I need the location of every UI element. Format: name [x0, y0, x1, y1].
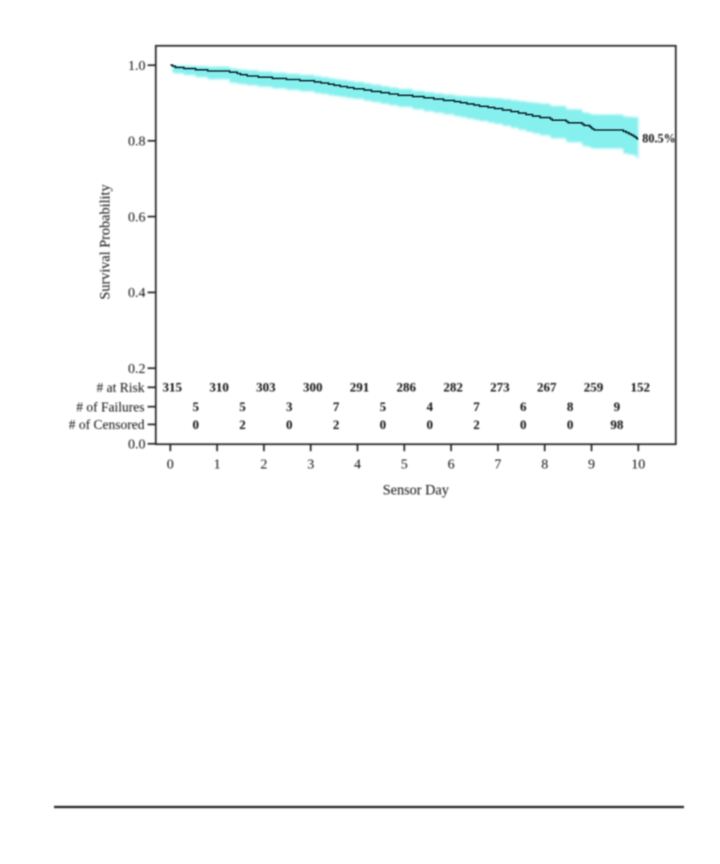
svg-text:80.5%: 80.5% [642, 132, 676, 146]
svg-text:9: 9 [588, 457, 595, 472]
svg-text:# of Failures: # of Failures [76, 399, 144, 414]
svg-text:5: 5 [401, 457, 408, 472]
svg-text:0: 0 [426, 417, 433, 432]
svg-text:0: 0 [192, 417, 199, 432]
svg-text:0: 0 [286, 417, 293, 432]
svg-text:0: 0 [520, 417, 527, 432]
svg-text:3: 3 [286, 399, 293, 414]
svg-text:273: 273 [490, 380, 510, 395]
svg-text:286: 286 [397, 380, 417, 395]
svg-text:4: 4 [354, 457, 361, 472]
svg-text:310: 310 [209, 380, 229, 395]
svg-text:# of Censored: # of Censored [69, 417, 145, 432]
svg-text:5: 5 [192, 399, 199, 414]
svg-text:0: 0 [567, 417, 574, 432]
svg-text:7: 7 [333, 399, 340, 414]
svg-text:7: 7 [494, 457, 501, 472]
svg-text:291: 291 [350, 380, 370, 395]
svg-text:0.0: 0.0 [128, 438, 146, 453]
svg-text:6: 6 [448, 457, 455, 472]
svg-text:5: 5 [239, 399, 246, 414]
svg-text:8: 8 [567, 399, 574, 414]
svg-text:300: 300 [303, 380, 323, 395]
svg-text:7: 7 [473, 399, 480, 414]
svg-text:0: 0 [380, 417, 387, 432]
svg-text:1: 1 [214, 457, 221, 472]
svg-text:1.0: 1.0 [128, 59, 146, 74]
svg-text:0.4: 0.4 [128, 286, 146, 301]
svg-text:10: 10 [631, 457, 645, 472]
svg-text:Survival Probability: Survival Probability [98, 184, 114, 300]
svg-text:0.2: 0.2 [128, 362, 146, 377]
svg-text:2: 2 [473, 417, 480, 432]
svg-text:2: 2 [239, 417, 246, 432]
svg-text:2: 2 [260, 457, 267, 472]
svg-text:2: 2 [333, 417, 340, 432]
svg-text:# at Risk: # at Risk [96, 380, 144, 395]
svg-text:152: 152 [631, 380, 651, 395]
svg-text:315: 315 [163, 380, 183, 395]
svg-text:282: 282 [443, 380, 463, 395]
svg-text:9: 9 [614, 399, 621, 414]
svg-text:0: 0 [167, 457, 174, 472]
svg-text:3: 3 [307, 457, 314, 472]
svg-text:0.8: 0.8 [128, 135, 146, 150]
svg-text:267: 267 [537, 380, 557, 395]
svg-text:4: 4 [426, 399, 433, 414]
svg-text:8: 8 [541, 457, 548, 472]
svg-text:6: 6 [520, 399, 527, 414]
svg-text:259: 259 [584, 380, 604, 395]
svg-text:303: 303 [256, 380, 276, 395]
svg-text:0.6: 0.6 [128, 210, 146, 225]
svg-text:Sensor Day: Sensor Day [383, 483, 450, 499]
svg-text:5: 5 [380, 399, 387, 414]
svg-text:98: 98 [610, 417, 624, 432]
